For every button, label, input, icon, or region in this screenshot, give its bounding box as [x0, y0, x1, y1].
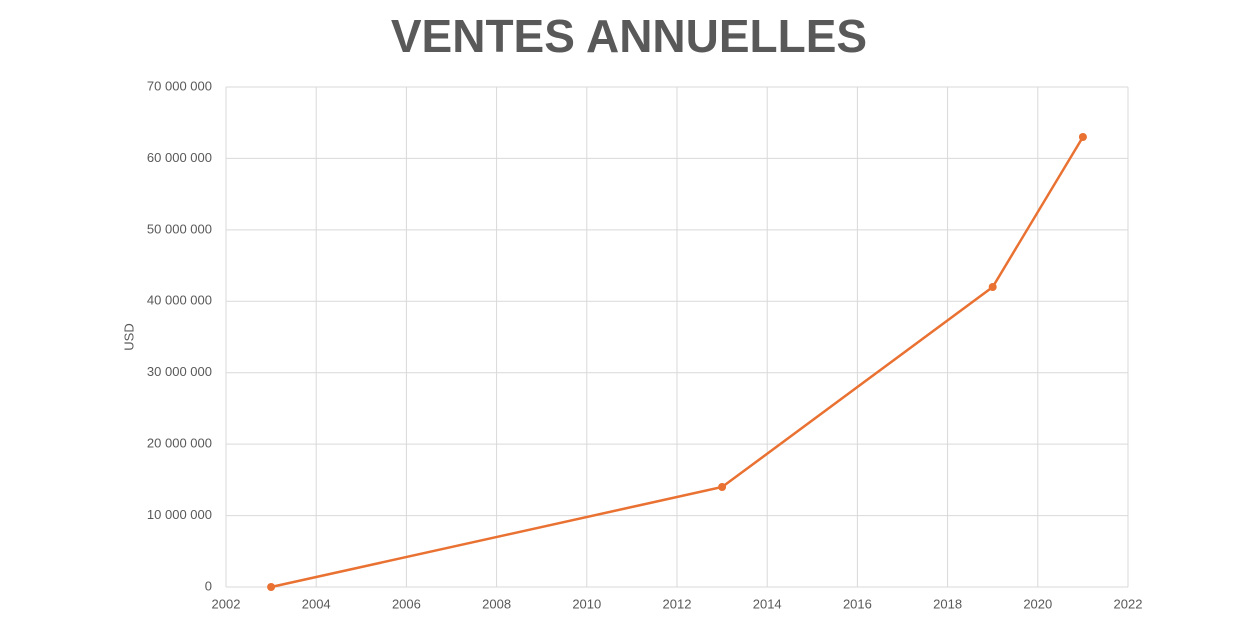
- x-tick-label: 2016: [843, 596, 872, 611]
- y-tick-label: 70 000 000: [147, 78, 212, 93]
- y-tick-label: 20 000 000: [147, 436, 212, 451]
- data-point: [718, 483, 727, 491]
- y-tick-label: 30 000 000: [147, 364, 212, 379]
- x-tick-label: 2018: [933, 596, 962, 611]
- x-tick-label: 2012: [663, 596, 692, 611]
- x-tick-label: 2022: [1114, 596, 1143, 611]
- y-tick-label: 0: [205, 578, 212, 593]
- y-axis-label: USD: [121, 323, 136, 350]
- data-line: [270, 136, 1084, 589]
- x-tick-label: 2014: [753, 596, 782, 611]
- x-tick-label: 2006: [392, 596, 421, 611]
- x-tick-label: 2004: [302, 596, 331, 611]
- x-tick-label: 2002: [212, 596, 241, 611]
- y-tick-label: 10 000 000: [147, 507, 212, 522]
- chart-title: VENTES ANNUELLES: [391, 10, 867, 62]
- data-point: [988, 283, 997, 291]
- x-tick-label: 2020: [1023, 596, 1052, 611]
- y-tick-label: 40 000 000: [147, 293, 212, 308]
- y-tick-label: 50 000 000: [147, 221, 212, 236]
- x-tick-label: 2008: [482, 596, 511, 611]
- data-point: [267, 583, 276, 591]
- data-point: [1078, 133, 1087, 141]
- x-tick-label: 2010: [572, 596, 601, 611]
- y-tick-label: 60 000 000: [147, 150, 212, 165]
